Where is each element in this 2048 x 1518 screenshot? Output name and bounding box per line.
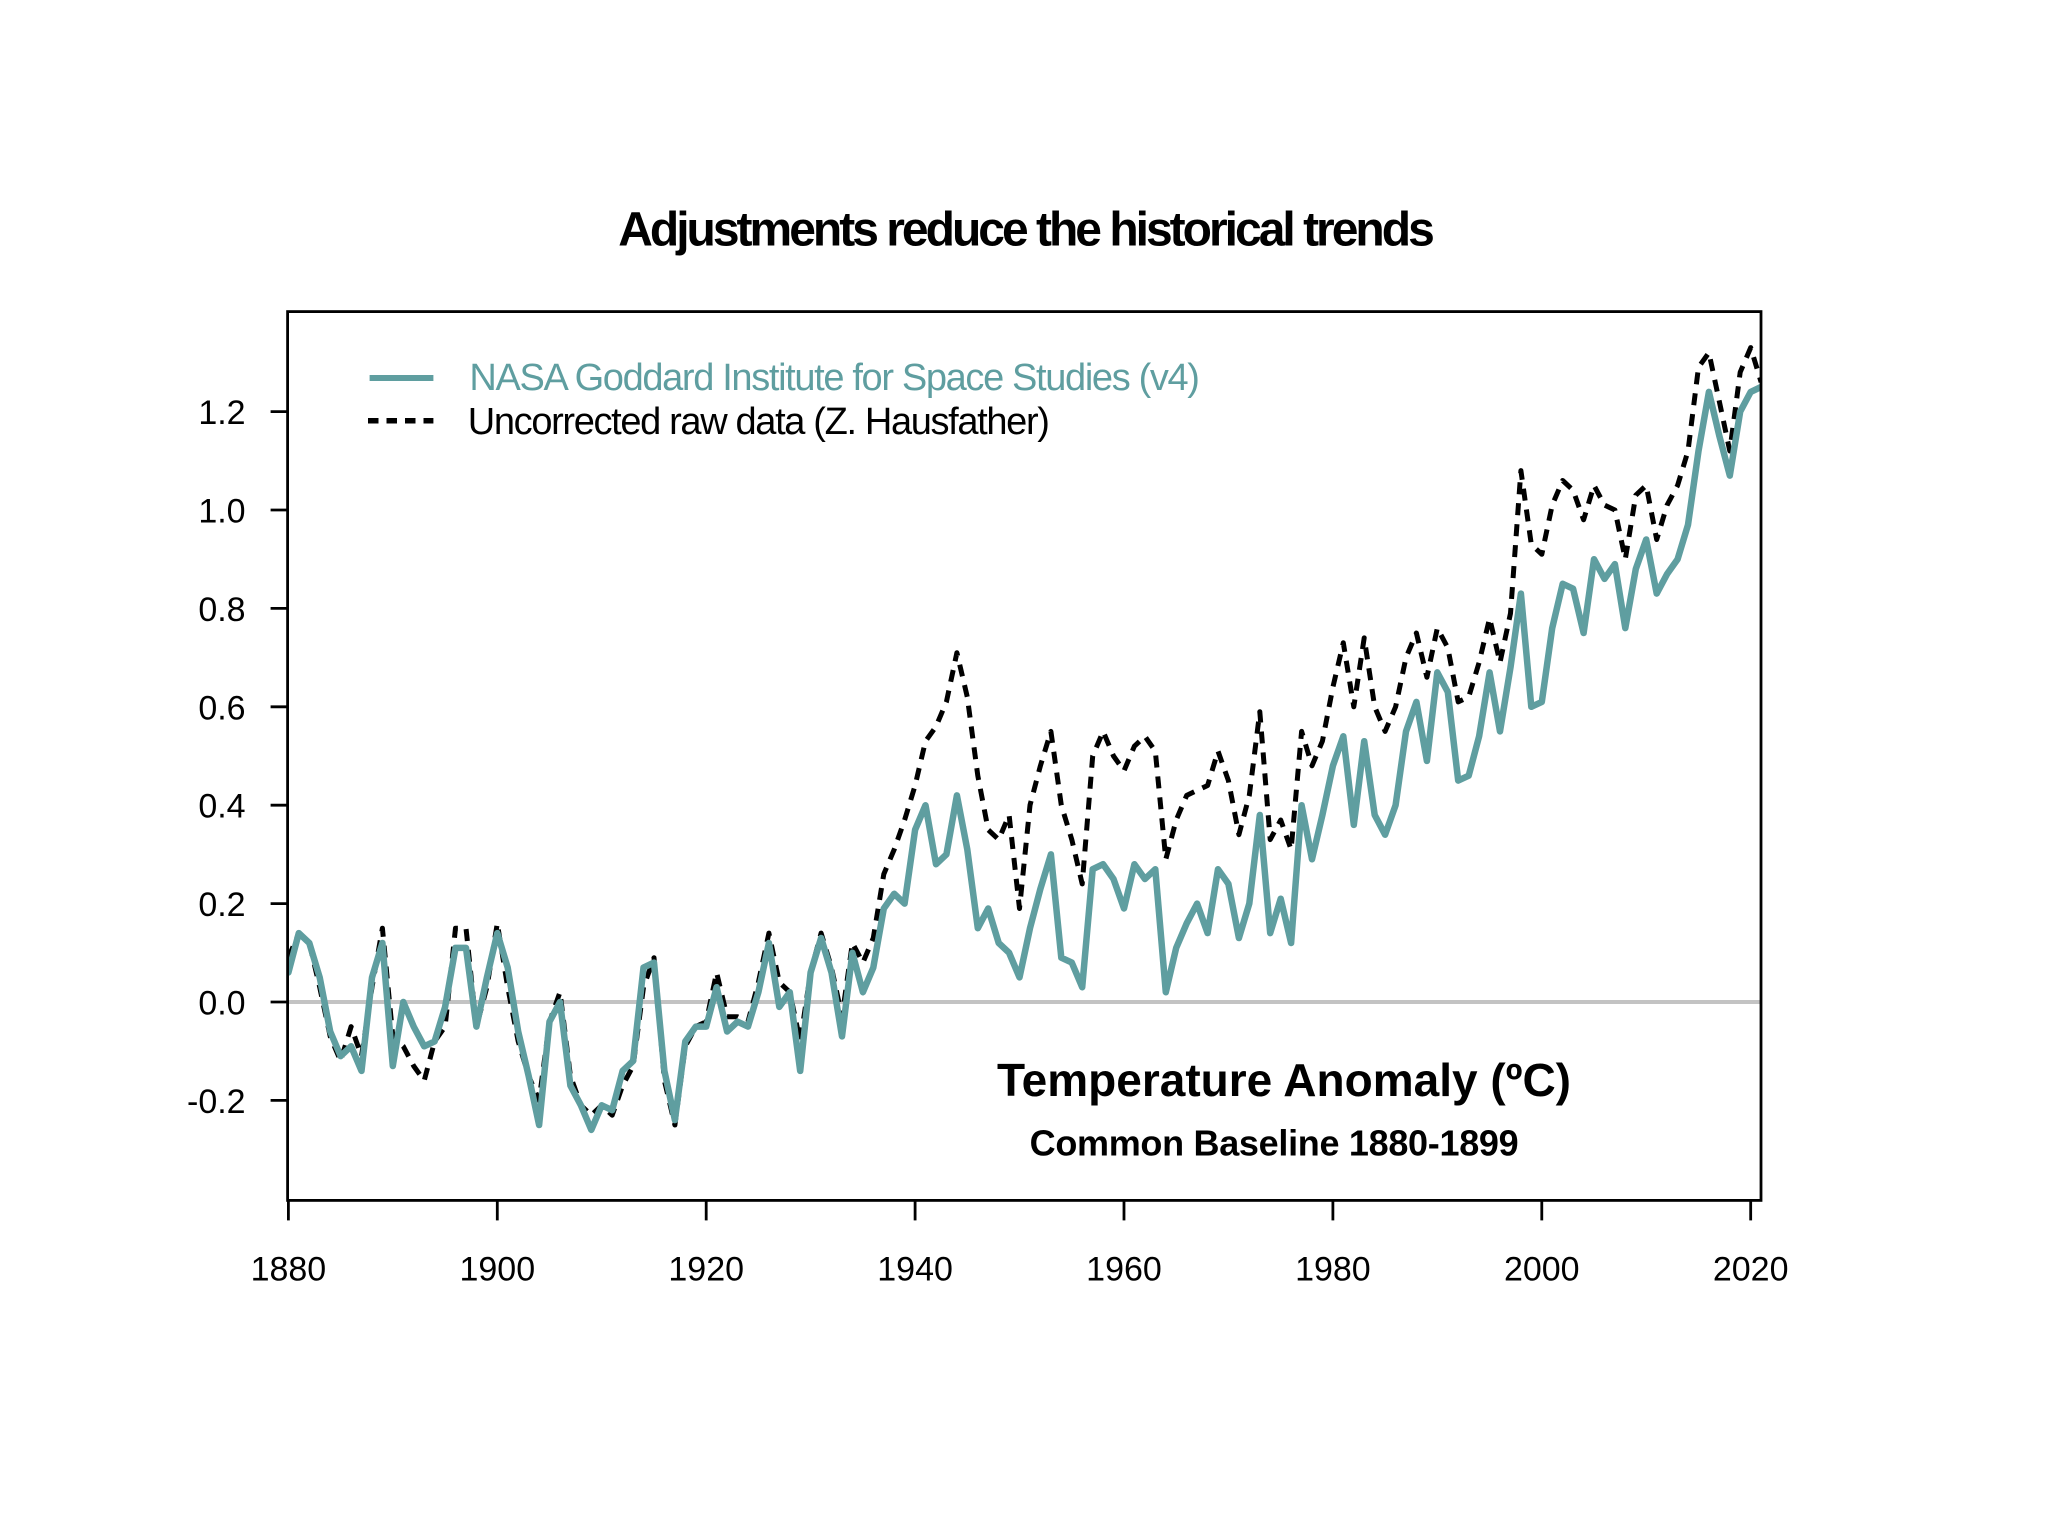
x-tick-label: 1880	[251, 1250, 327, 1288]
y-tick-label: -0.2	[187, 1083, 246, 1121]
plot-border	[286, 310, 1763, 1202]
y-tick-label: 0.6	[198, 689, 245, 727]
y-tick-label: 0.4	[198, 788, 245, 826]
x-tick-label: 2000	[1504, 1250, 1580, 1288]
series-uncorrected-raw-line	[287, 345, 1762, 1128]
x-tick-label: 1980	[1295, 1250, 1371, 1288]
y-tick-label: 0.8	[198, 591, 245, 629]
y-tick-label: 1.0	[198, 493, 245, 531]
x-tick-label: 1940	[877, 1250, 953, 1288]
y-tick-label: 0.2	[198, 886, 245, 924]
annotation-y-variable: Temperature Anomaly (ºC)	[997, 1054, 1571, 1106]
y-tick-label: 0.0	[198, 985, 245, 1023]
annotation-baseline: Common Baseline 1880-1899	[1030, 1122, 1519, 1163]
legend-label-uncorrected-raw: Uncorrected raw data (Z. Hausfather)	[468, 401, 1049, 443]
legend-label-nasa-giss: NASA Goddard Institute for Space Studies…	[469, 357, 1198, 399]
x-tick-label: 1920	[668, 1250, 744, 1288]
y-axis: -0.2 0.0 0.2 0.4 0.6 0.8 1.0 1.2	[187, 394, 288, 1121]
chart-title: Adjustments reduce the historical trends	[618, 204, 1433, 257]
x-tick-label: 1900	[459, 1250, 535, 1288]
legend: NASA Goddard Institute for Space Studies…	[368, 357, 1200, 443]
y-tick-label: 1.2	[198, 394, 245, 432]
series-nasa-giss-line	[287, 383, 1762, 1134]
x-axis: 1880 1900 1920 1940 1960 1980 2000 2020	[251, 1200, 1789, 1288]
x-tick-label: 2020	[1713, 1250, 1789, 1288]
x-tick-label: 1960	[1086, 1250, 1162, 1288]
